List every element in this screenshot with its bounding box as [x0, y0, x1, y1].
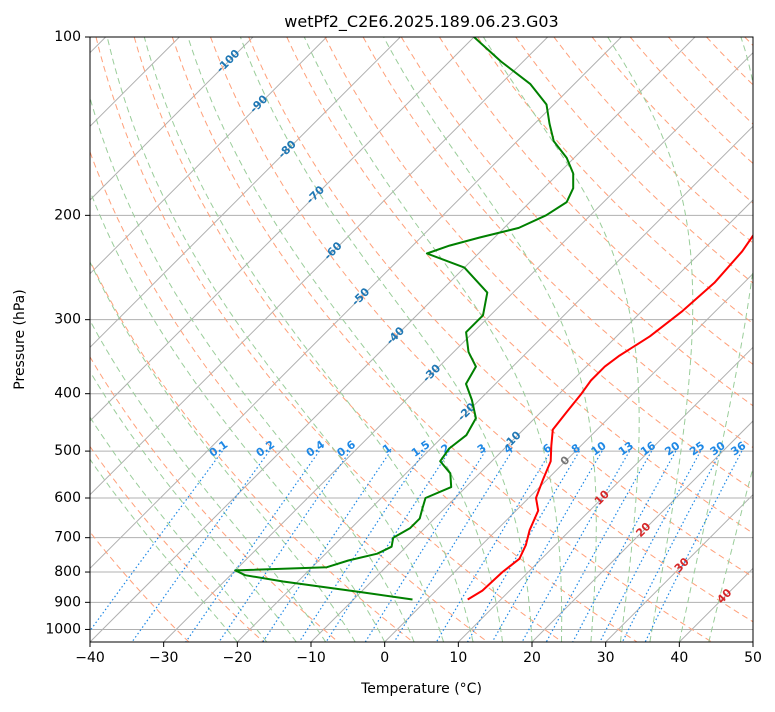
y-tick-label: 400 — [54, 386, 81, 402]
x-axis-label: Temperature (°C) — [360, 681, 482, 697]
dry-adiabat-line — [58, 37, 488, 642]
mixing-ratio-line — [573, 451, 676, 642]
isotherm-line — [679, 37, 775, 642]
y-axis-label: Pressure (hPa) — [12, 289, 28, 389]
isotherm-line — [458, 37, 775, 642]
y-tick-label: 1000 — [45, 621, 81, 637]
moist-adiabat-line — [608, 37, 693, 642]
dry-adiabat-line — [0, 37, 189, 642]
x-tick-label: −20 — [223, 650, 253, 666]
y-tick-label: 600 — [54, 490, 81, 506]
x-tick-label: −30 — [149, 650, 179, 666]
isotherm-line — [753, 37, 775, 642]
mixing-ratio-label: 3 — [475, 441, 489, 456]
mixing-ratio-line — [365, 451, 485, 642]
x-tick-label: 40 — [670, 650, 688, 666]
dry-adiabat-line — [668, 37, 775, 642]
y-tick-label: 300 — [54, 312, 81, 328]
isotherm-line — [0, 37, 474, 642]
dry-adiabat-line — [745, 37, 775, 642]
isotherm-line — [0, 37, 327, 642]
dry-adiabat-line — [20, 37, 413, 642]
chart-title: wetPf2_C2E6.2025.189.06.23.G03 — [284, 12, 558, 32]
mixing-ratio-line — [468, 451, 580, 642]
mixing-ratio-label: 8 — [569, 441, 583, 456]
mixing-ratio-line — [326, 451, 449, 642]
x-tick-label: 50 — [744, 650, 762, 666]
mixing-ratio-label: 0.4 — [304, 438, 328, 460]
dry-adiabat-line — [0, 37, 338, 642]
mixing-ratio-label: 0.6 — [335, 438, 359, 460]
mixing-ratio-label: 0.1 — [207, 438, 230, 460]
x-tick-label: 0 — [380, 650, 389, 666]
isotherm-line — [0, 37, 400, 642]
temperature-profile — [468, 37, 775, 600]
x-tick-label: −40 — [75, 650, 105, 666]
mixing-ratio-line — [600, 451, 701, 642]
mixing-ratio-label: 1 — [380, 441, 394, 456]
mixing-ratio-label: 30 — [708, 439, 728, 459]
y-tick-label: 900 — [54, 594, 81, 610]
x-tick-label: −10 — [296, 650, 326, 666]
y-tick-label: 700 — [54, 530, 81, 546]
y-tick-label: 800 — [54, 564, 81, 580]
moist-adiabat-line — [709, 37, 775, 642]
moist-adiabat-line — [0, 37, 237, 642]
dry-adiabat-line — [554, 37, 775, 642]
x-tick-label: 20 — [523, 650, 541, 666]
y-tick-label: 500 — [54, 443, 81, 459]
mixing-ratio-label: 13 — [616, 439, 636, 458]
moist-adiabat-line — [23, 37, 356, 642]
moist-adiabat-line — [483, 37, 639, 642]
mixing-ratio-label: 20 — [662, 439, 682, 459]
mixing-ratio-label: 1.5 — [409, 438, 432, 460]
x-tick-label: 10 — [449, 650, 467, 666]
x-tick-label: 30 — [597, 650, 615, 666]
dewpoint-profile — [235, 37, 573, 600]
mixing-ratio-label: 16 — [638, 439, 658, 459]
mixing-ratio-label: 0.2 — [254, 438, 277, 460]
dry-adiabat-line — [707, 37, 775, 642]
isotherm-line — [237, 37, 775, 642]
isotherm-line — [0, 37, 253, 642]
dry-adiabat-line — [592, 37, 775, 642]
dry-adiabat-line — [0, 37, 264, 642]
isotherm-line — [16, 37, 621, 642]
mixing-ratio-line — [299, 451, 424, 642]
mixing-ratio-line — [522, 451, 629, 642]
plot-frame — [90, 37, 753, 642]
mixing-ratio-line — [132, 451, 269, 642]
y-tick-label: 100 — [54, 29, 81, 45]
moist-adiabat-line — [188, 37, 503, 642]
y-tick-label: 200 — [54, 207, 81, 223]
mixing-ratio-line — [263, 451, 391, 642]
